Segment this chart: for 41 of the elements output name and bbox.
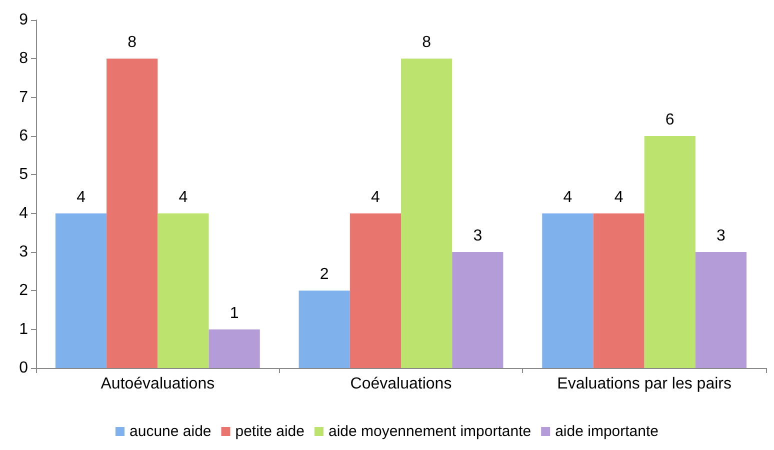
bar	[695, 252, 747, 368]
data-label: 1	[230, 304, 239, 322]
bar	[401, 58, 452, 368]
bar	[452, 252, 504, 368]
y-tick-label: 7	[19, 88, 28, 106]
y-tick-label: 1	[19, 320, 28, 338]
bar	[644, 136, 696, 368]
y-tick-label: 4	[19, 204, 28, 222]
data-label: 3	[716, 228, 726, 244]
data-label: 4	[76, 188, 86, 206]
y-tick-label: 9	[19, 12, 28, 28]
data-label: 4	[614, 188, 624, 206]
legend-label: aucune aide	[130, 423, 212, 440]
bar	[208, 329, 260, 368]
legend-label: aide importante	[555, 423, 658, 440]
x-tick-label: Evaluations par les pairs	[557, 376, 732, 392]
y-tick-label: 0	[19, 360, 28, 376]
bar	[542, 213, 594, 368]
bar	[55, 213, 107, 368]
y-tick-label: 3	[19, 244, 28, 260]
legend-label: petite aide	[235, 423, 304, 440]
bar	[158, 213, 209, 368]
data-label: 8	[422, 34, 432, 52]
y-tick-label: 6	[19, 128, 28, 144]
data-label: 3	[473, 228, 482, 244]
x-tick-label: Autoévaluations	[100, 376, 215, 392]
y-tick-label: 2	[19, 282, 28, 300]
x-tick-label: Coévaluations	[350, 376, 452, 392]
legend-label: aide moyennement importante	[328, 423, 532, 440]
data-label: 2	[320, 266, 329, 284]
data-label: 4	[563, 188, 572, 206]
data-label: 8	[128, 34, 137, 52]
data-label: 6	[665, 112, 674, 128]
data-label: 4	[370, 188, 380, 206]
y-tick-label: 5	[19, 166, 28, 184]
bar	[106, 58, 158, 368]
bar	[298, 290, 350, 368]
data-label: 4	[178, 188, 188, 206]
bar	[593, 213, 644, 368]
y-tick-label: 8	[19, 50, 28, 68]
bar	[350, 213, 401, 368]
